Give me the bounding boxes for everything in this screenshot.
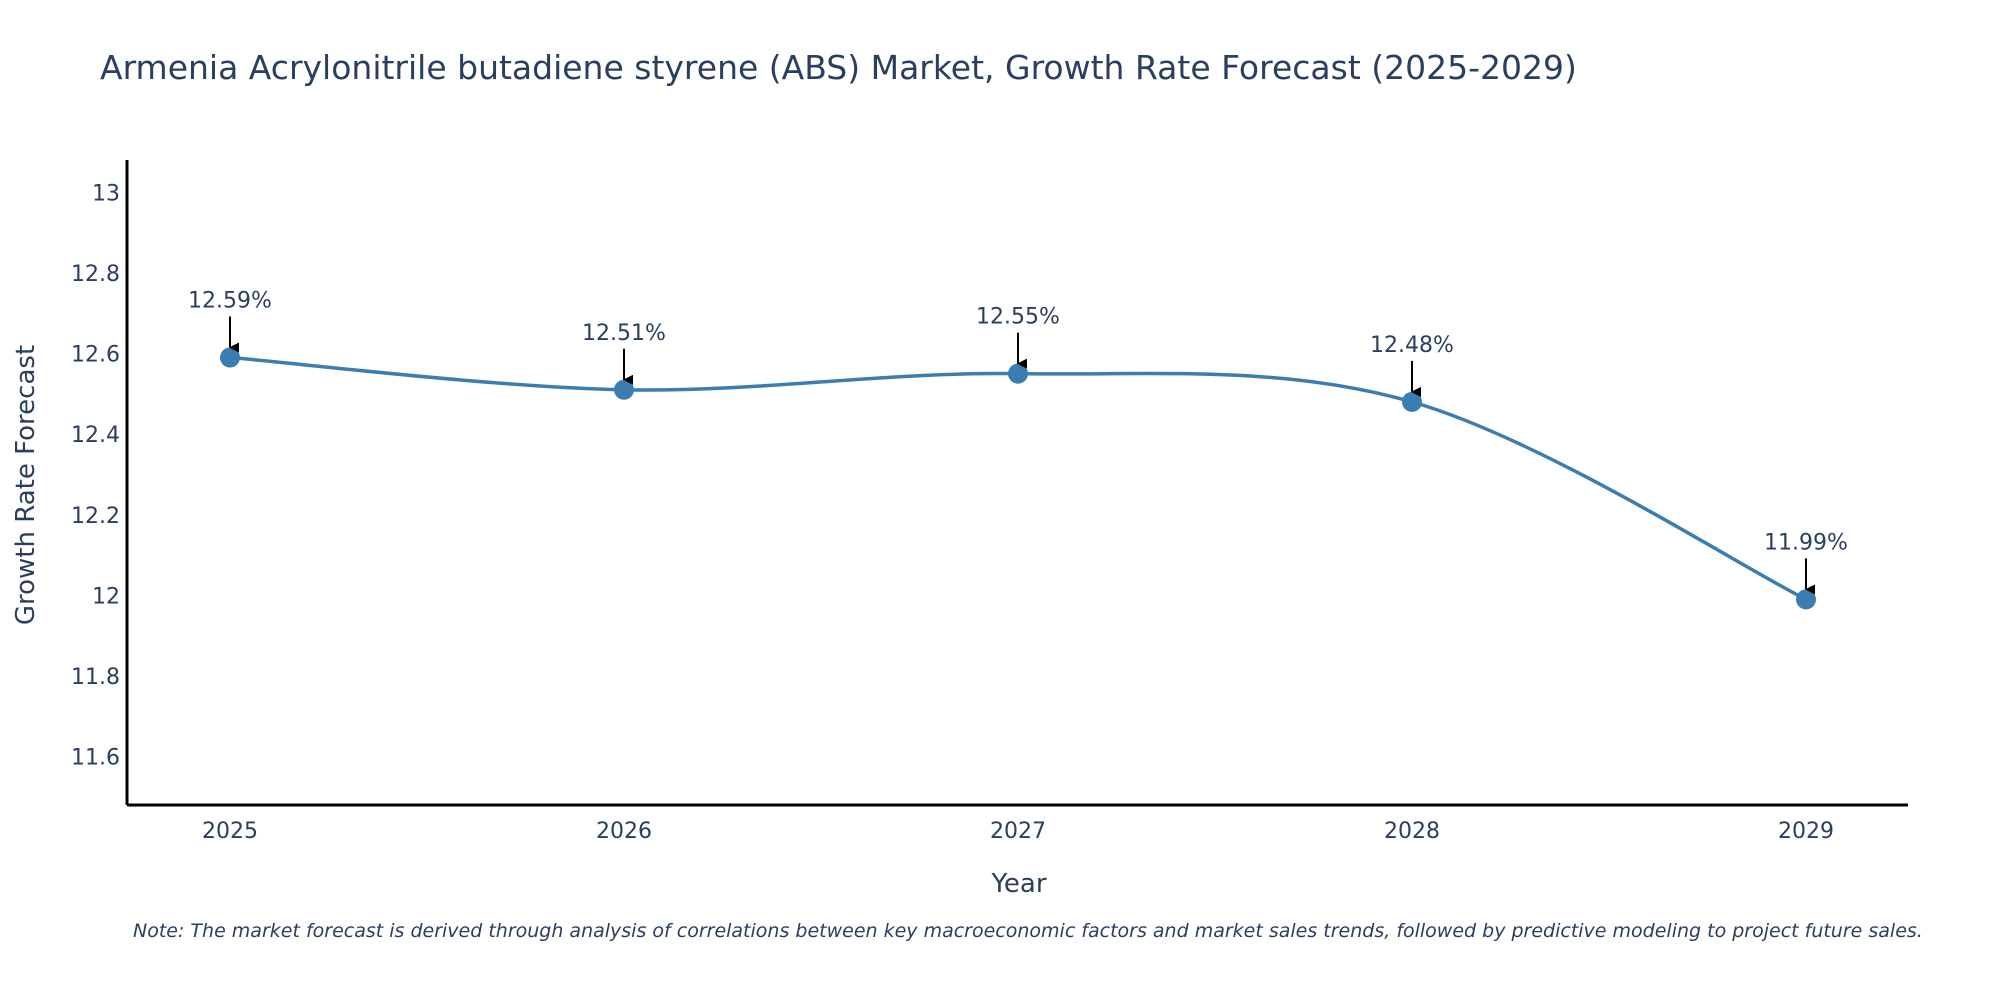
y-tick-label: 11.8 [71,665,120,690]
y-tick-label: 12.4 [71,423,120,448]
x-tick-label: 2029 [1778,819,1834,844]
x-axis-ticks: 2025 2026 2027 2028 2029 [202,819,1834,844]
data-points [220,347,1816,610]
data-label: 12.51% [582,321,666,346]
y-axis-title: Growth Rate Forecast [11,345,41,625]
series-line [229,355,1807,601]
chart-note: Note: The market forecast is derived thr… [133,920,1923,942]
y-axis-ticks: 11.6 11.8 12 12.2 12.4 12.6 12.8 13 [71,181,120,770]
axes [125,160,1908,807]
y-tick-label: 11.6 [71,746,120,771]
series-line-group [229,355,1807,601]
data-label: 12.59% [188,289,272,314]
y-tick-label: 12.2 [71,504,120,529]
data-point [1008,363,1028,384]
x-tick-label: 2028 [1384,819,1440,844]
y-tick-label: 12 [92,584,120,609]
data-point [220,347,240,368]
y-tick-label: 12.6 [71,343,120,368]
data-point [1402,391,1422,412]
y-tick-label: 13 [92,181,120,206]
x-tick-label: 2025 [202,819,258,844]
data-label: 11.99% [1764,530,1848,555]
data-label: 12.48% [1370,333,1454,358]
x-axis-title: Year [990,869,1046,899]
data-point [614,379,634,400]
y-tick-label: 12.8 [71,262,120,287]
x-tick-label: 2026 [596,819,652,844]
data-label: 12.55% [976,305,1060,330]
data-point [1796,589,1816,610]
chart-title: Armenia Acrylonitrile butadiene styrene … [100,48,1577,87]
data-labels: 12.59% 12.51% 12.55% 12.48% 11.99% [188,289,1848,595]
x-tick-label: 2027 [990,819,1046,844]
